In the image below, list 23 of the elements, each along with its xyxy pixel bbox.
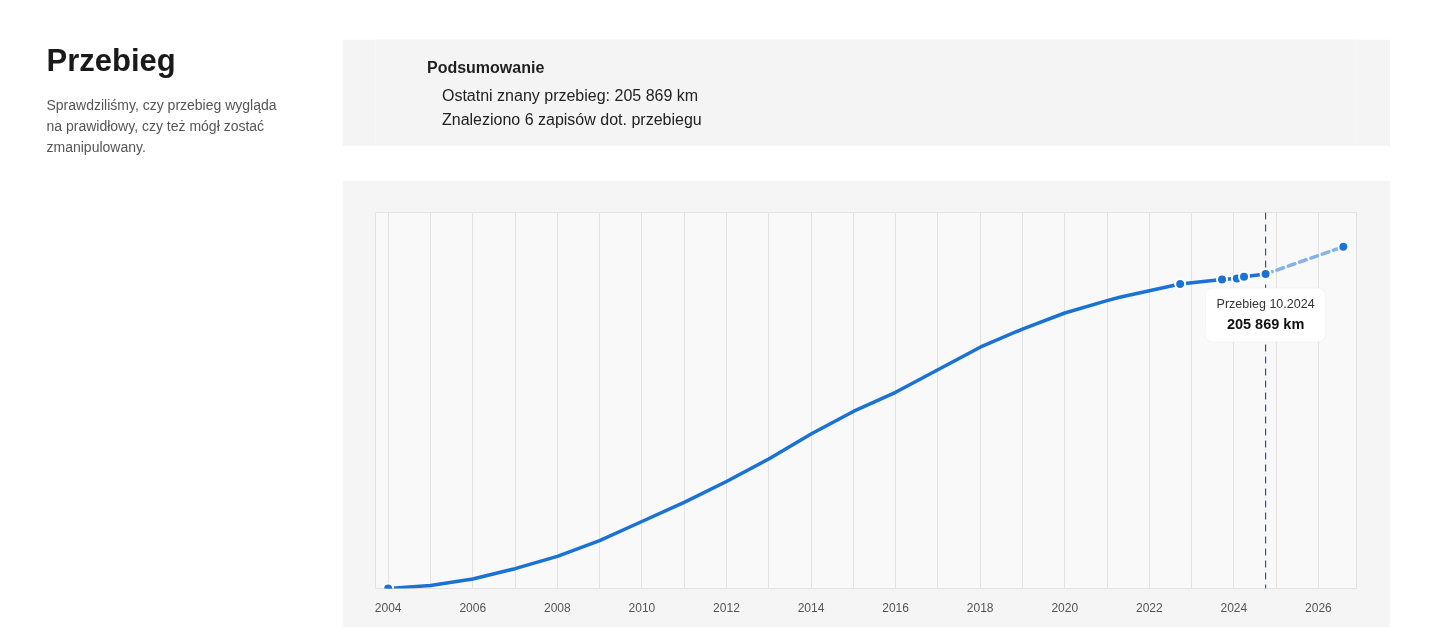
x-tick-label: 2016 <box>882 600 910 615</box>
x-tick-label: 2004 <box>374 600 402 615</box>
x-tick-label: 2014 <box>797 600 825 615</box>
text: Sprawdziliśmy, czy przebieg wygląda na prawidłowy, czy też mógł zostać zmanipulowany. <box>46 96 277 155</box>
point <box>1238 270 1251 283</box>
x-tick-label: 2022 <box>1135 600 1163 615</box>
text: Znaleziono 6 zapisów dot. przebiegu <box>441 111 702 128</box>
point <box>1216 273 1229 286</box>
annotation: Przebieg 10.2024 205 869 km <box>1216 297 1315 333</box>
x-tick-label: 2012 <box>713 600 741 615</box>
x-tick-label: 2018 <box>966 600 994 615</box>
x-tick-label: 2024 <box>1220 600 1248 615</box>
x-tick-label: 2020 <box>1051 600 1079 615</box>
point <box>1259 268 1272 281</box>
x-tick-label: 2026 <box>1305 600 1333 615</box>
x-tick-label: 2006 <box>459 600 487 615</box>
x-tick-label: 2008 <box>543 600 571 615</box>
point <box>1174 277 1187 290</box>
text: Ostatni znany przebieg: 205 869 km <box>441 87 699 104</box>
text: Przebieg <box>46 43 176 78</box>
x-tick-label: 2010 <box>628 600 656 615</box>
text: Podsumowanie <box>426 59 545 76</box>
point <box>1337 240 1350 253</box>
